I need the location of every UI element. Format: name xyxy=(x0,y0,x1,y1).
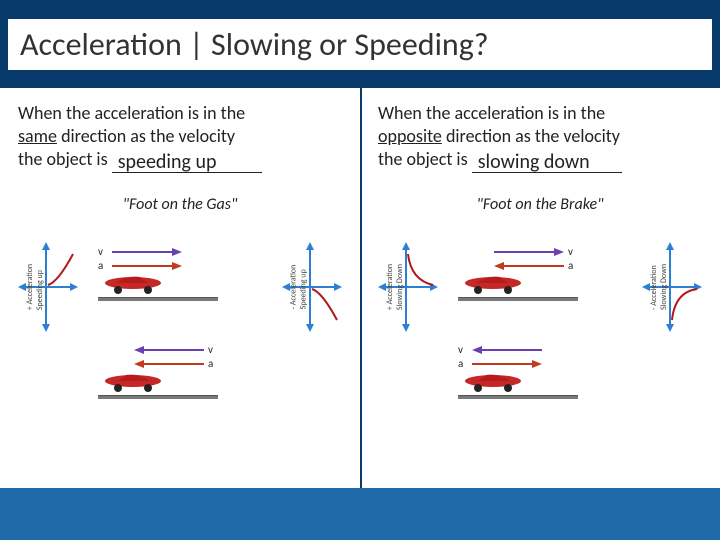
left-caption: "Foot on the Gas" xyxy=(18,195,342,214)
left-line2-rest: direction as the velocity xyxy=(57,125,235,147)
right-line2-rest: direction as the velocity xyxy=(442,125,620,147)
car-icon xyxy=(458,371,528,393)
left-car-row2: v a xyxy=(98,342,218,399)
arrow-right-icon xyxy=(472,359,542,369)
left-column: When the acceleration is in the same dir… xyxy=(0,88,360,488)
car-icon xyxy=(458,273,528,295)
arrow-left-icon xyxy=(494,261,564,271)
arrow-right-icon xyxy=(112,247,182,257)
arrow-left-icon xyxy=(134,345,204,355)
left-keyword: same xyxy=(18,125,57,147)
right-diagrams: + AccelerationSlowing Down - Acceleratio… xyxy=(378,224,702,434)
a-arrow-row: a xyxy=(458,259,578,272)
right-graph-right-label: - AccelerationSlowing Down xyxy=(649,264,669,310)
a-arrow-row: a xyxy=(458,357,578,370)
right-blank-text: slowing down xyxy=(472,150,596,174)
right-caption: "Foot on the Brake" xyxy=(378,195,702,214)
right-desc: When the acceleration is in the opposite… xyxy=(378,102,702,173)
v-label: v xyxy=(98,245,108,258)
left-graph-left-label: + AccelerationSpeeding up xyxy=(25,264,45,310)
right-line1: When the acceleration is in the xyxy=(378,102,605,124)
right-car-row2: v a xyxy=(458,342,578,399)
left-blank: speeding up xyxy=(112,147,262,173)
left-desc: When the acceleration is in the same dir… xyxy=(18,102,342,173)
a-arrow-row: a xyxy=(98,357,218,370)
right-graph-left-label: + AccelerationSlowing Down xyxy=(385,264,405,310)
left-blank-text: speeding up xyxy=(112,150,223,174)
right-keyword: opposite xyxy=(378,125,442,147)
road xyxy=(458,395,578,399)
footer-bar xyxy=(0,488,720,540)
v-arrow-row: v xyxy=(458,343,578,356)
v-arrow-row: v xyxy=(458,245,578,258)
right-blank: slowing down xyxy=(472,147,622,173)
left-line1: When the acceleration is in the xyxy=(18,102,245,124)
car-icon xyxy=(98,371,168,393)
car-icon xyxy=(98,273,168,295)
right-column: When the acceleration is in the opposite… xyxy=(360,88,720,488)
arrow-left-icon xyxy=(134,359,204,369)
a-arrow-row: a xyxy=(98,259,218,272)
a-label: a xyxy=(458,357,468,370)
left-line3-pre: the object is xyxy=(18,148,112,170)
title-bar: Acceleration | Slowing or Speeding? xyxy=(0,0,720,88)
a-label: a xyxy=(568,259,578,272)
a-label: a xyxy=(208,357,218,370)
page-title: Acceleration | Slowing or Speeding? xyxy=(8,19,712,70)
right-line3-pre: the object is xyxy=(378,148,472,170)
left-graph-right-label: - AccelerationSpeeding up xyxy=(288,265,308,310)
arrow-right-icon xyxy=(494,247,564,257)
vertical-divider xyxy=(360,88,362,488)
v-label: v xyxy=(458,343,468,356)
road xyxy=(458,297,578,301)
road xyxy=(98,395,218,399)
right-graph-right: - AccelerationSlowing Down xyxy=(642,242,702,332)
arrow-right-icon xyxy=(112,261,182,271)
v-label: v xyxy=(568,245,578,258)
left-car-row1: v a xyxy=(98,244,218,301)
left-graph-right: - AccelerationSpeeding up xyxy=(282,242,342,332)
v-arrow-row: v xyxy=(98,343,218,356)
right-graph-left: + AccelerationSlowing Down xyxy=(378,242,438,332)
a-label: a xyxy=(98,259,108,272)
road xyxy=(98,297,218,301)
arrow-left-icon xyxy=(472,345,542,355)
left-graph-left: + AccelerationSpeeding up xyxy=(18,242,78,332)
v-arrow-row: v xyxy=(98,245,218,258)
right-car-row1: v a xyxy=(458,244,578,301)
v-label: v xyxy=(208,343,218,356)
left-diagrams: + AccelerationSpeeding up - Acceleration… xyxy=(18,224,342,434)
